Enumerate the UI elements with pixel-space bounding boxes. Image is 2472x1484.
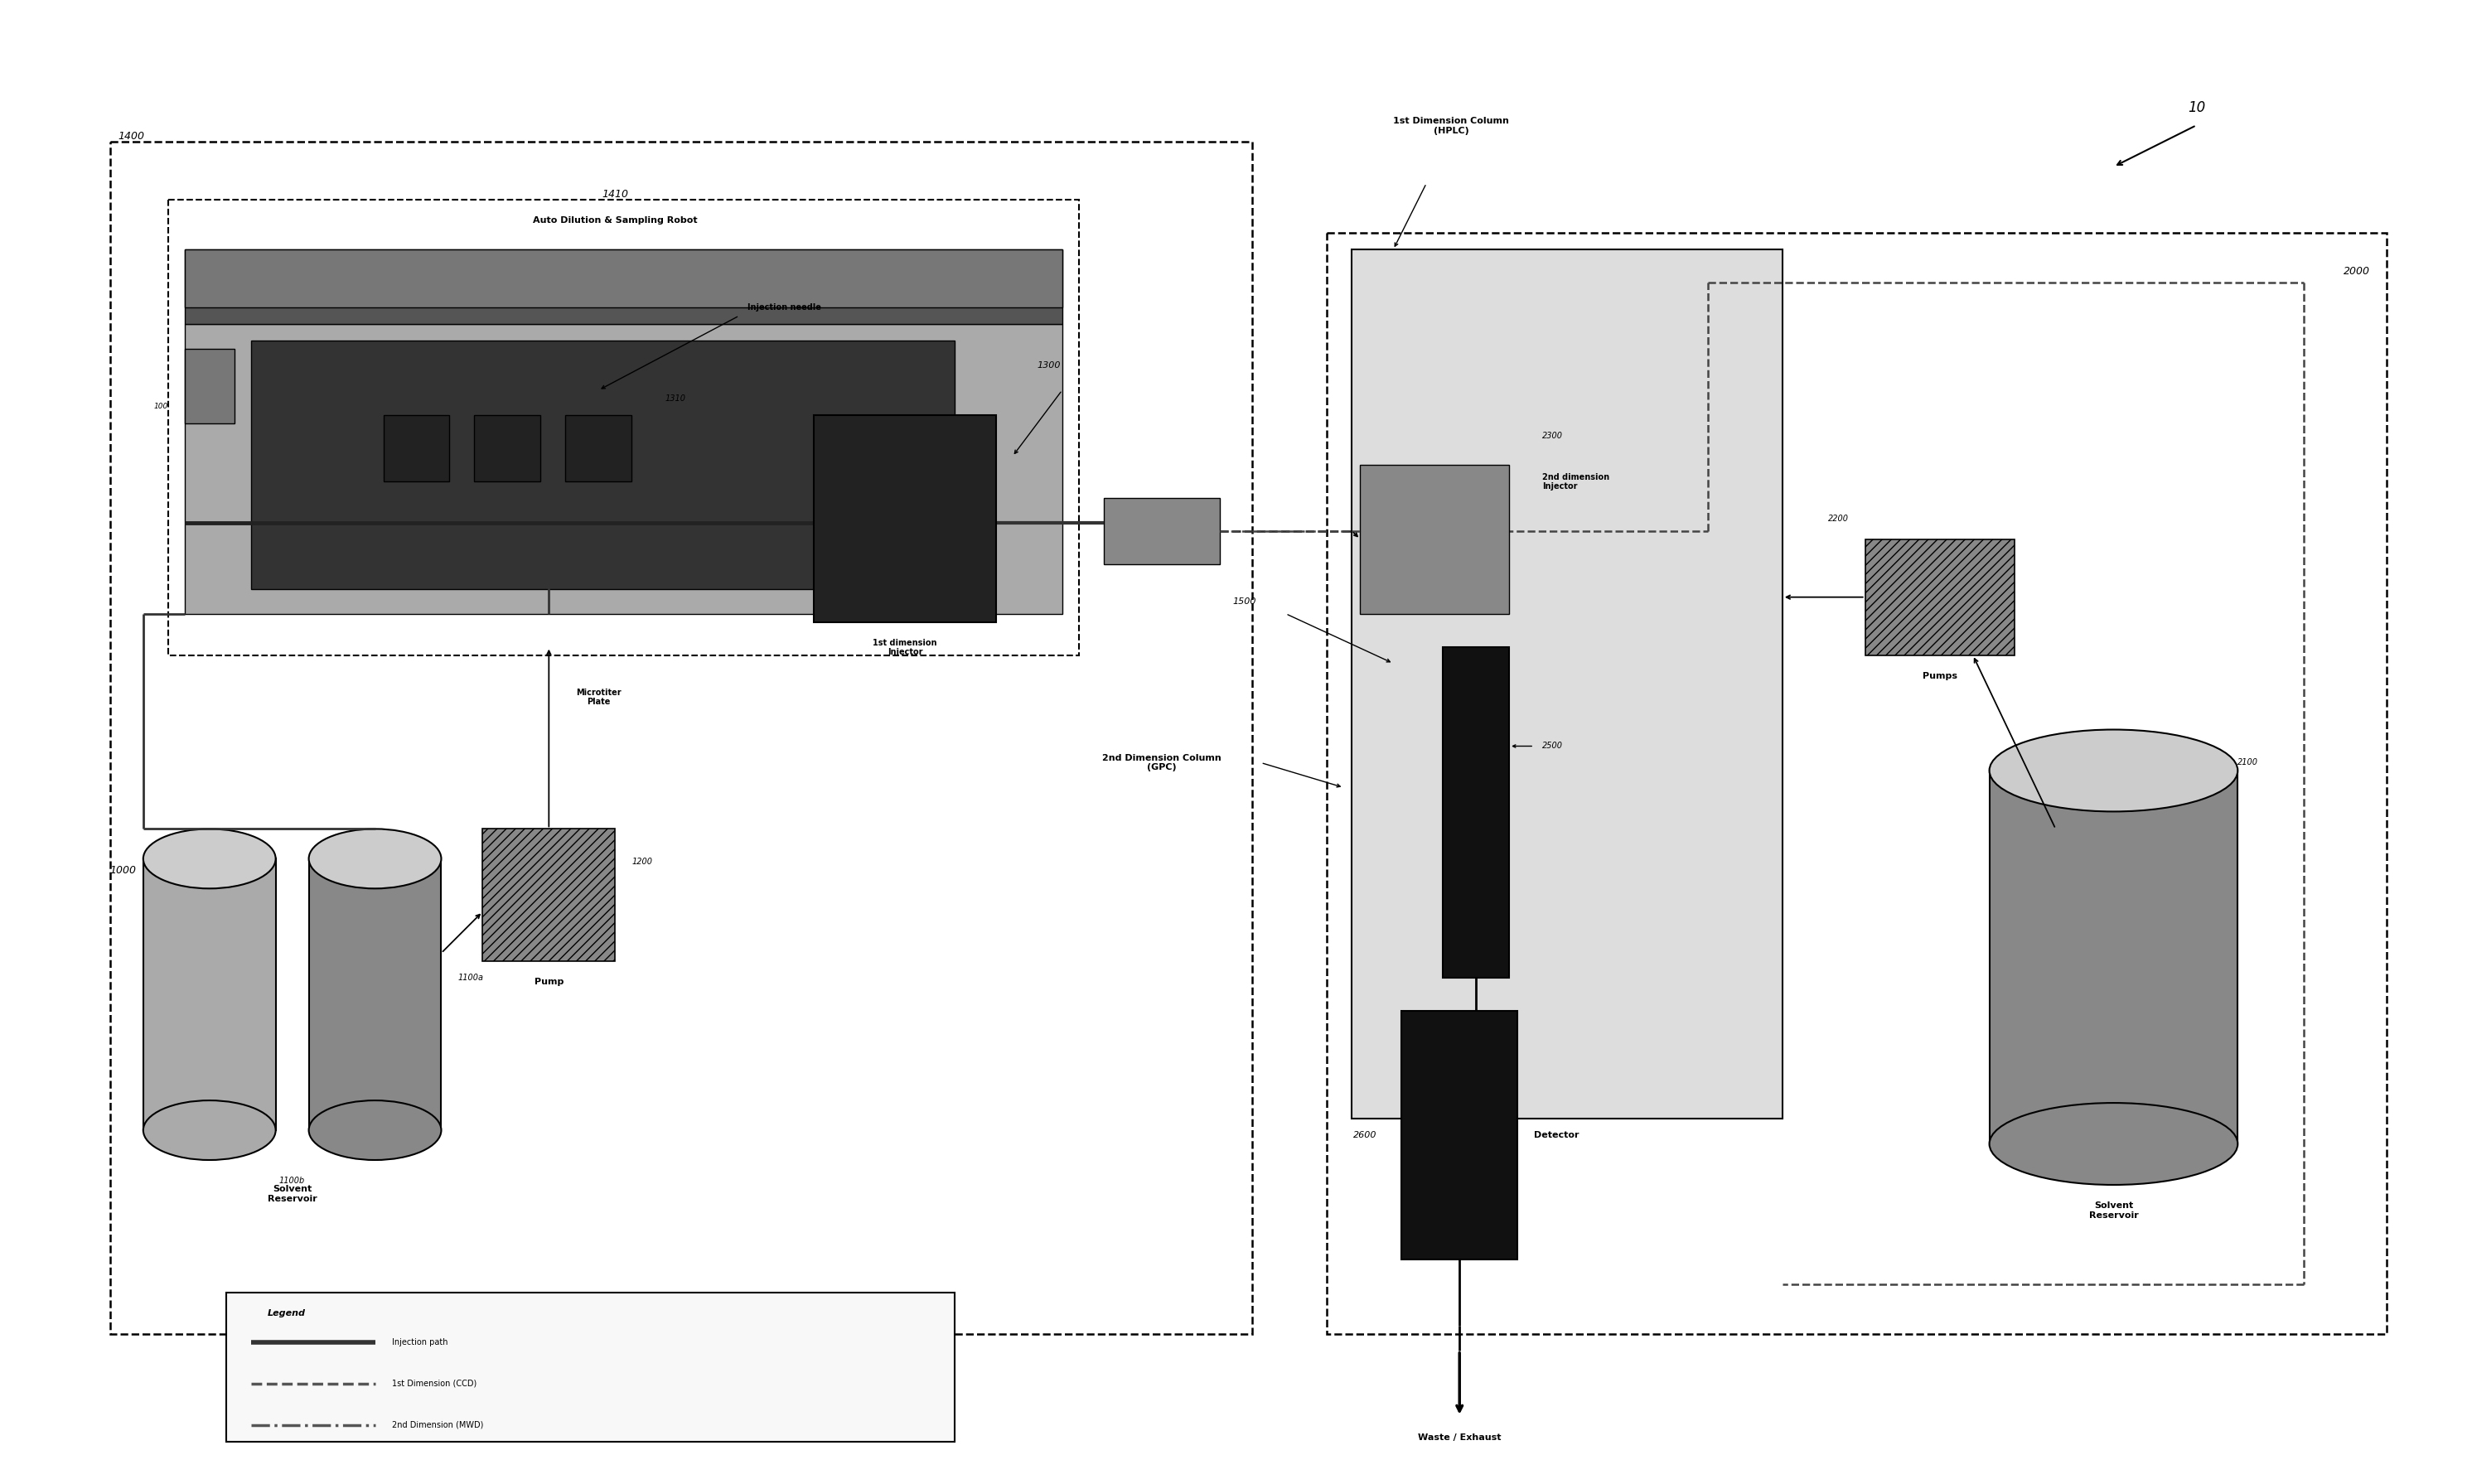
Text: 1st Dimension Column
(HPLC): 1st Dimension Column (HPLC) (1394, 117, 1510, 135)
Bar (143, 859, 277, 1131)
Text: 1100b: 1100b (279, 1177, 304, 1184)
Ellipse shape (1990, 730, 2237, 812)
Text: 2nd dimension
Injector: 2nd dimension Injector (1543, 473, 1609, 491)
Bar (566, 416, 633, 481)
Bar (1866, 539, 2015, 654)
Bar (1103, 497, 1219, 564)
Bar (1352, 249, 1782, 1119)
Text: Auto Dilution & Sampling Robot: Auto Dilution & Sampling Robot (534, 217, 697, 224)
Ellipse shape (309, 1101, 440, 1160)
Text: 2nd Dimension Column
(GPC): 2nd Dimension Column (GPC) (1103, 754, 1221, 772)
Text: Microtiter
Plate: Microtiter Plate (576, 689, 620, 706)
Text: 1400: 1400 (119, 131, 146, 142)
Text: 1410: 1410 (601, 188, 628, 200)
Text: 100: 100 (153, 404, 168, 411)
Text: 2200: 2200 (1827, 515, 1849, 522)
Bar (111, 142, 1253, 1334)
Bar (813, 416, 996, 622)
Text: 2000: 2000 (2343, 266, 2371, 278)
Text: 2100: 2100 (2237, 758, 2259, 767)
Text: Legend: Legend (267, 1309, 307, 1318)
Text: 2nd Dimension (MWD): 2nd Dimension (MWD) (391, 1420, 482, 1429)
Ellipse shape (143, 1101, 277, 1160)
Bar (1990, 770, 2237, 1144)
Bar (1444, 647, 1510, 978)
Text: 2500: 2500 (1543, 742, 1562, 751)
Text: Injection path: Injection path (391, 1339, 447, 1346)
Text: Detector: Detector (1535, 1131, 1580, 1140)
Text: 1st dimension
Injector: 1st dimension Injector (873, 638, 937, 656)
Text: 1100a: 1100a (457, 974, 485, 982)
Bar (185, 324, 1063, 614)
Bar (1360, 464, 1510, 614)
Bar (185, 349, 235, 423)
Bar (168, 200, 1078, 654)
Text: Waste / Exhaust: Waste / Exhaust (1419, 1434, 1501, 1441)
Text: Solvent
Reservoir: Solvent Reservoir (267, 1184, 316, 1202)
Bar (1402, 1011, 1518, 1260)
Bar (250, 340, 954, 589)
Text: Solvent
Reservoir: Solvent Reservoir (2089, 1202, 2138, 1220)
Bar (475, 416, 541, 481)
Text: 2300: 2300 (1543, 432, 1562, 439)
Bar (1327, 233, 2388, 1334)
Text: 1300: 1300 (1038, 361, 1060, 370)
Text: 1000: 1000 (111, 865, 136, 876)
Text: 1200: 1200 (633, 858, 653, 867)
Ellipse shape (143, 830, 277, 889)
Bar (185, 249, 1063, 307)
Text: 1st Dimension (CCD): 1st Dimension (CCD) (391, 1379, 477, 1388)
Bar (482, 830, 616, 962)
Text: Pump: Pump (534, 978, 564, 987)
Text: Injection needle: Injection needle (747, 303, 821, 312)
Text: 2600: 2600 (1352, 1131, 1377, 1140)
Text: 10: 10 (2188, 101, 2205, 116)
Bar (225, 1293, 954, 1441)
Text: Pumps: Pumps (1923, 672, 1958, 680)
Ellipse shape (1990, 1103, 2237, 1184)
Ellipse shape (309, 830, 440, 889)
Bar (383, 416, 450, 481)
Bar (309, 859, 440, 1131)
Text: 1310: 1310 (665, 395, 685, 402)
Bar (185, 249, 1063, 324)
Text: 1500: 1500 (1234, 597, 1256, 605)
